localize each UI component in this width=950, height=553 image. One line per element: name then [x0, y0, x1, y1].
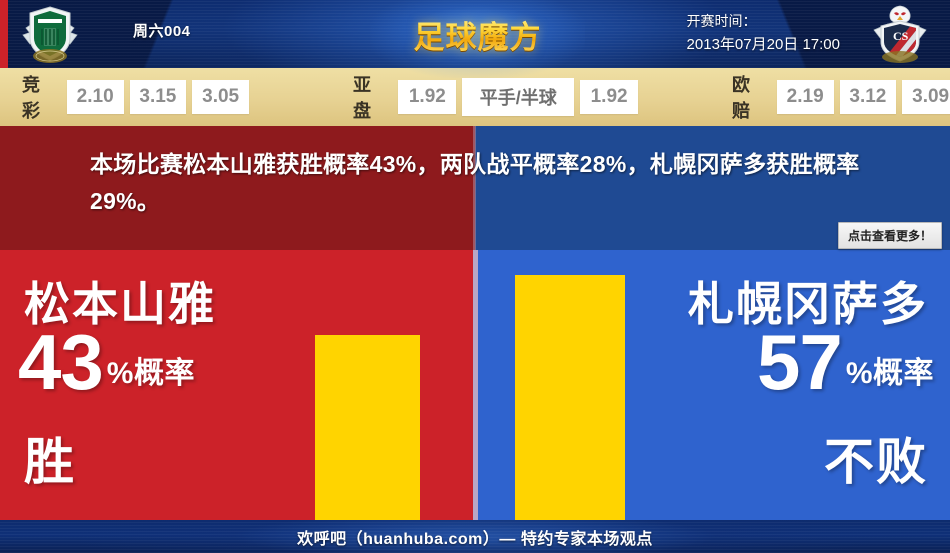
- away-team-name: 札幌冈萨多: [688, 278, 928, 330]
- home-probability-block: 43 %概率: [18, 318, 195, 406]
- headline-band-divider: [473, 126, 476, 250]
- kickoff-time: 2013年07月20日 17:00: [686, 36, 840, 53]
- home-probability-bar: [315, 335, 420, 520]
- home-probability-value: 43: [18, 318, 104, 406]
- odds-cell-away[interactable]: 1.92: [580, 80, 639, 114]
- away-probability-bar: [515, 275, 625, 520]
- headline-band-left: [0, 126, 475, 250]
- odds-cell-draw[interactable]: 3.12: [839, 80, 897, 114]
- page-footer: 欢呼吧（huanhuba.com）— 特约专家本场观点: [0, 520, 950, 553]
- odds-cell-home[interactable]: 1.92: [398, 80, 457, 114]
- svg-text:CS: CS: [893, 29, 909, 43]
- odds-group-label: 竞彩: [22, 75, 41, 121]
- panel-divider: [473, 250, 478, 520]
- away-outcome-label: 不败: [824, 434, 928, 490]
- home-probability-unit: %概率: [106, 357, 195, 390]
- kickoff-block: 开赛时间： 2013年07月20日 17:00: [687, 10, 840, 56]
- home-team-name: 松本山雅: [24, 278, 216, 330]
- brand-glow: [370, 0, 585, 78]
- view-more-button[interactable]: 点击查看更多！: [837, 222, 942, 249]
- away-probability-value: 57: [757, 318, 843, 406]
- odds-cell-away[interactable]: 3.09: [902, 80, 950, 114]
- odds-group-oupei: 欧赔 2.19 3.12 3.09: [732, 71, 950, 123]
- probability-headline: 本场比赛松本山雅获胜概率43%，两队战平概率28%，札幌冈萨多获胜概率29%。: [90, 151, 860, 214]
- odds-cell-home[interactable]: 2.10: [66, 80, 124, 114]
- consadole-sapporo-crest-icon: CS: [873, 5, 927, 63]
- header-red-accent-stripe: [0, 0, 8, 68]
- odds-cell-home[interactable]: 2.19: [776, 80, 834, 114]
- brand-text: 足球魔方: [414, 12, 542, 57]
- home-outcome-label: 胜: [24, 434, 76, 490]
- odds-group-yapan: 亚盘 1.92 平手/半球 1.92: [353, 71, 639, 123]
- odds-group-label: 亚盘: [353, 75, 372, 121]
- odds-cell-draw[interactable]: 3.15: [129, 80, 187, 114]
- away-probability-unit: %概率: [845, 357, 934, 390]
- odds-group-jingcai: 竞彩 2.10 3.15 3.05: [22, 71, 249, 123]
- kickoff-label: 开赛时间：: [686, 13, 757, 29]
- match-number: 周六004: [133, 23, 191, 40]
- probability-panels: 松本山雅 43 %概率 胜 札幌冈萨多 57 %概率 不败: [0, 250, 950, 520]
- matsumoto-yamaga-crest-icon: [22, 6, 78, 63]
- odds-cell-away[interactable]: 3.05: [192, 80, 249, 114]
- away-probability-block: 57 %概率: [757, 318, 934, 406]
- headline-band: 本场比赛松本山雅获胜概率43%，两队战平概率28%，札幌冈萨多获胜概率29%。: [0, 126, 950, 250]
- odds-cell-handicap[interactable]: 平手/半球: [462, 78, 575, 116]
- footer-credit-text: 欢呼吧（huanhuba.com）— 特约专家本场观点: [297, 530, 653, 548]
- odds-group-label: 欧赔: [732, 75, 751, 121]
- odds-bar: 竞彩 2.10 3.15 3.05 亚盘 1.92 平手/半球 1.92 欧赔 …: [0, 68, 950, 126]
- site-brand-logo: 足球魔方: [370, 0, 585, 78]
